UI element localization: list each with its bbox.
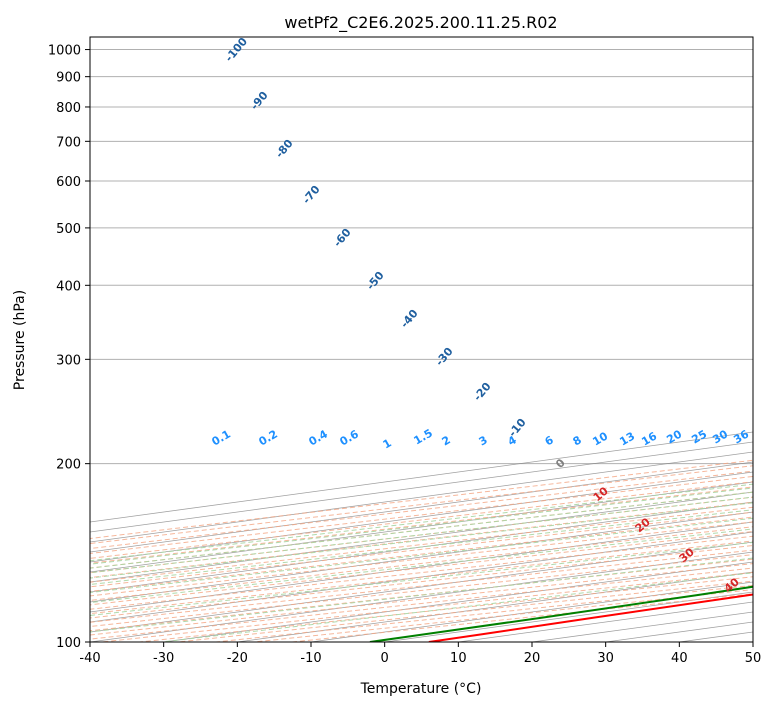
isotherms bbox=[90, 431, 753, 642]
x-axis-label: Temperature (°C) bbox=[360, 681, 482, 697]
y-tick-label: 800 bbox=[56, 101, 81, 116]
x-tick-label: 50 bbox=[745, 651, 762, 666]
isotherm-line bbox=[90, 481, 753, 573]
y-tick-label: 300 bbox=[56, 353, 81, 368]
x-tick-label: -10 bbox=[300, 651, 321, 666]
x-tick-label: 0 bbox=[381, 651, 389, 666]
dry-adiabat-line bbox=[90, 475, 753, 555]
x-tick-label: -40 bbox=[79, 651, 100, 666]
isotherm-line bbox=[90, 501, 753, 593]
x-tick-label: -20 bbox=[227, 651, 248, 666]
y-tick-label: 600 bbox=[56, 175, 81, 190]
x-tick-label: -30 bbox=[153, 651, 174, 666]
isotherm-line bbox=[90, 491, 753, 583]
axes: -40 -30 -20 -10 0 10 20 30 40 50 100 200 300 400 500 60… bbox=[48, 44, 761, 666]
isotherm-line bbox=[90, 531, 753, 623]
isotherm-line bbox=[90, 511, 753, 603]
dry-adiabat-line bbox=[90, 465, 753, 545]
y-tick-label: 200 bbox=[56, 458, 81, 473]
isotherm-line bbox=[90, 451, 753, 543]
chart-title: wetPf2_C2E6.2025.200.11.25.R02 bbox=[284, 13, 557, 33]
x-tick-label: 20 bbox=[524, 651, 541, 666]
y-tick-label: 700 bbox=[56, 135, 81, 150]
y-tick-label: 500 bbox=[56, 222, 81, 237]
dry-adiabat-line bbox=[90, 470, 753, 550]
y-axis-label: Pressure (hPa) bbox=[12, 290, 28, 390]
isotherm-line bbox=[90, 461, 753, 553]
isotherm-line bbox=[90, 521, 753, 613]
isotherm-line bbox=[90, 471, 753, 563]
dry-adiabat-line bbox=[90, 481, 753, 559]
y-tick-label: 900 bbox=[56, 71, 81, 86]
pressure-gridlines bbox=[90, 49, 753, 642]
y-tick-label: 400 bbox=[56, 279, 81, 294]
x-tick-label: 30 bbox=[597, 651, 614, 666]
dry-adiabat-line bbox=[90, 486, 753, 564]
x-tick-label: 40 bbox=[671, 651, 688, 666]
y-tick-label: 100 bbox=[56, 636, 81, 651]
plot-frame bbox=[89, 36, 754, 643]
x-tick-label: 10 bbox=[450, 651, 467, 666]
y-tick-label: 1000 bbox=[48, 44, 81, 59]
